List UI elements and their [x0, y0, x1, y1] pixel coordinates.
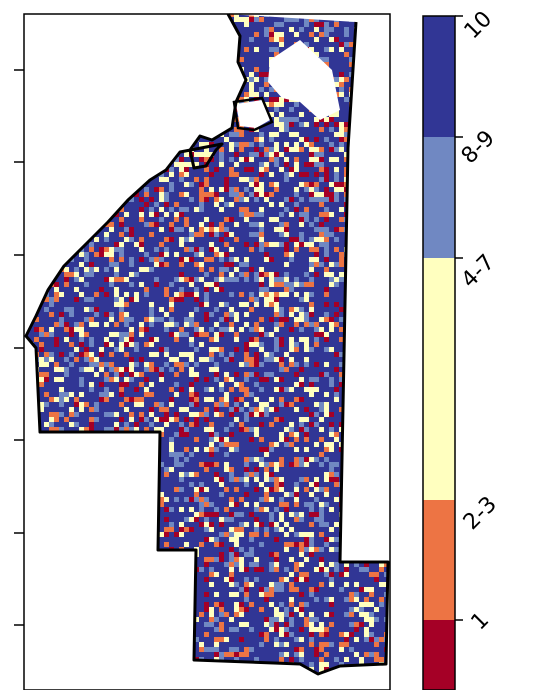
colorbar-band-5	[423, 620, 455, 690]
colorbar-label: 8-9	[457, 126, 500, 169]
colorbar-band-2	[423, 137, 455, 258]
colorbar-label: 4-7	[457, 250, 500, 293]
colorbar-band-4	[423, 500, 455, 620]
colorbar-legend: 10 8-9 4-7 2-3 1	[405, 0, 533, 690]
colorbar-label: 10	[460, 7, 497, 44]
colorbar-label: 1	[467, 608, 495, 636]
colorbar: 10 8-9 4-7 2-3 1	[405, 0, 533, 690]
left-axis-ticks	[14, 70, 24, 625]
grid-cells	[24, 12, 394, 690]
colorbar-label: 2-3	[459, 492, 502, 535]
colorbar-band-3	[423, 258, 455, 500]
choropleth-map	[0, 0, 400, 690]
colorbar-ticks	[455, 16, 463, 620]
colorbar-band-1	[423, 16, 455, 137]
map-panel	[0, 0, 400, 690]
